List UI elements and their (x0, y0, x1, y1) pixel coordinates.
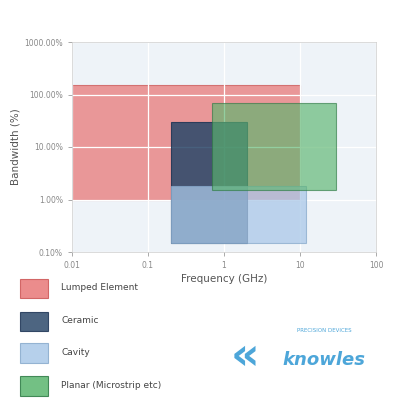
Bar (20, 343, 48, 363)
Text: Cavity: Cavity (61, 348, 90, 357)
Bar (72, 85, 300, 200)
Bar (171, 186, 306, 243)
Text: Lumped Element: Lumped Element (61, 283, 138, 292)
Text: PRECISION DEVICES: PRECISION DEVICES (297, 328, 352, 333)
Text: «: « (231, 334, 260, 378)
Text: knowles: knowles (283, 351, 366, 369)
Text: Filter Bandwidth (%) vs Frequency (GHz): Filter Bandwidth (%) vs Frequency (GHz) (69, 14, 339, 27)
Bar (20, 312, 48, 331)
Bar (20, 278, 48, 298)
Bar (20, 376, 48, 396)
Text: Planar (Microstrip etc): Planar (Microstrip etc) (61, 381, 162, 390)
X-axis label: Frequency (GHz): Frequency (GHz) (181, 274, 267, 284)
Bar (171, 122, 247, 243)
Y-axis label: Bandwidth (%): Bandwidth (%) (10, 109, 20, 185)
Text: Ceramic: Ceramic (61, 316, 99, 325)
Bar (212, 103, 336, 190)
